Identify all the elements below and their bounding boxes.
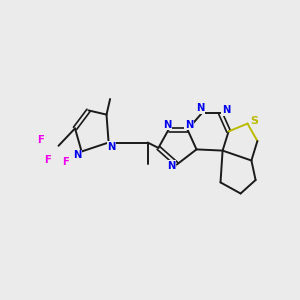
Text: S: S <box>250 116 258 126</box>
Text: N: N <box>167 161 175 171</box>
Text: F: F <box>44 155 50 165</box>
Text: F: F <box>62 157 68 167</box>
Text: N: N <box>107 142 116 152</box>
Text: N: N <box>196 103 204 113</box>
Text: F: F <box>37 135 44 146</box>
Text: N: N <box>185 119 193 130</box>
Text: N: N <box>163 119 171 130</box>
Text: N: N <box>73 150 82 160</box>
Text: N: N <box>222 105 230 116</box>
